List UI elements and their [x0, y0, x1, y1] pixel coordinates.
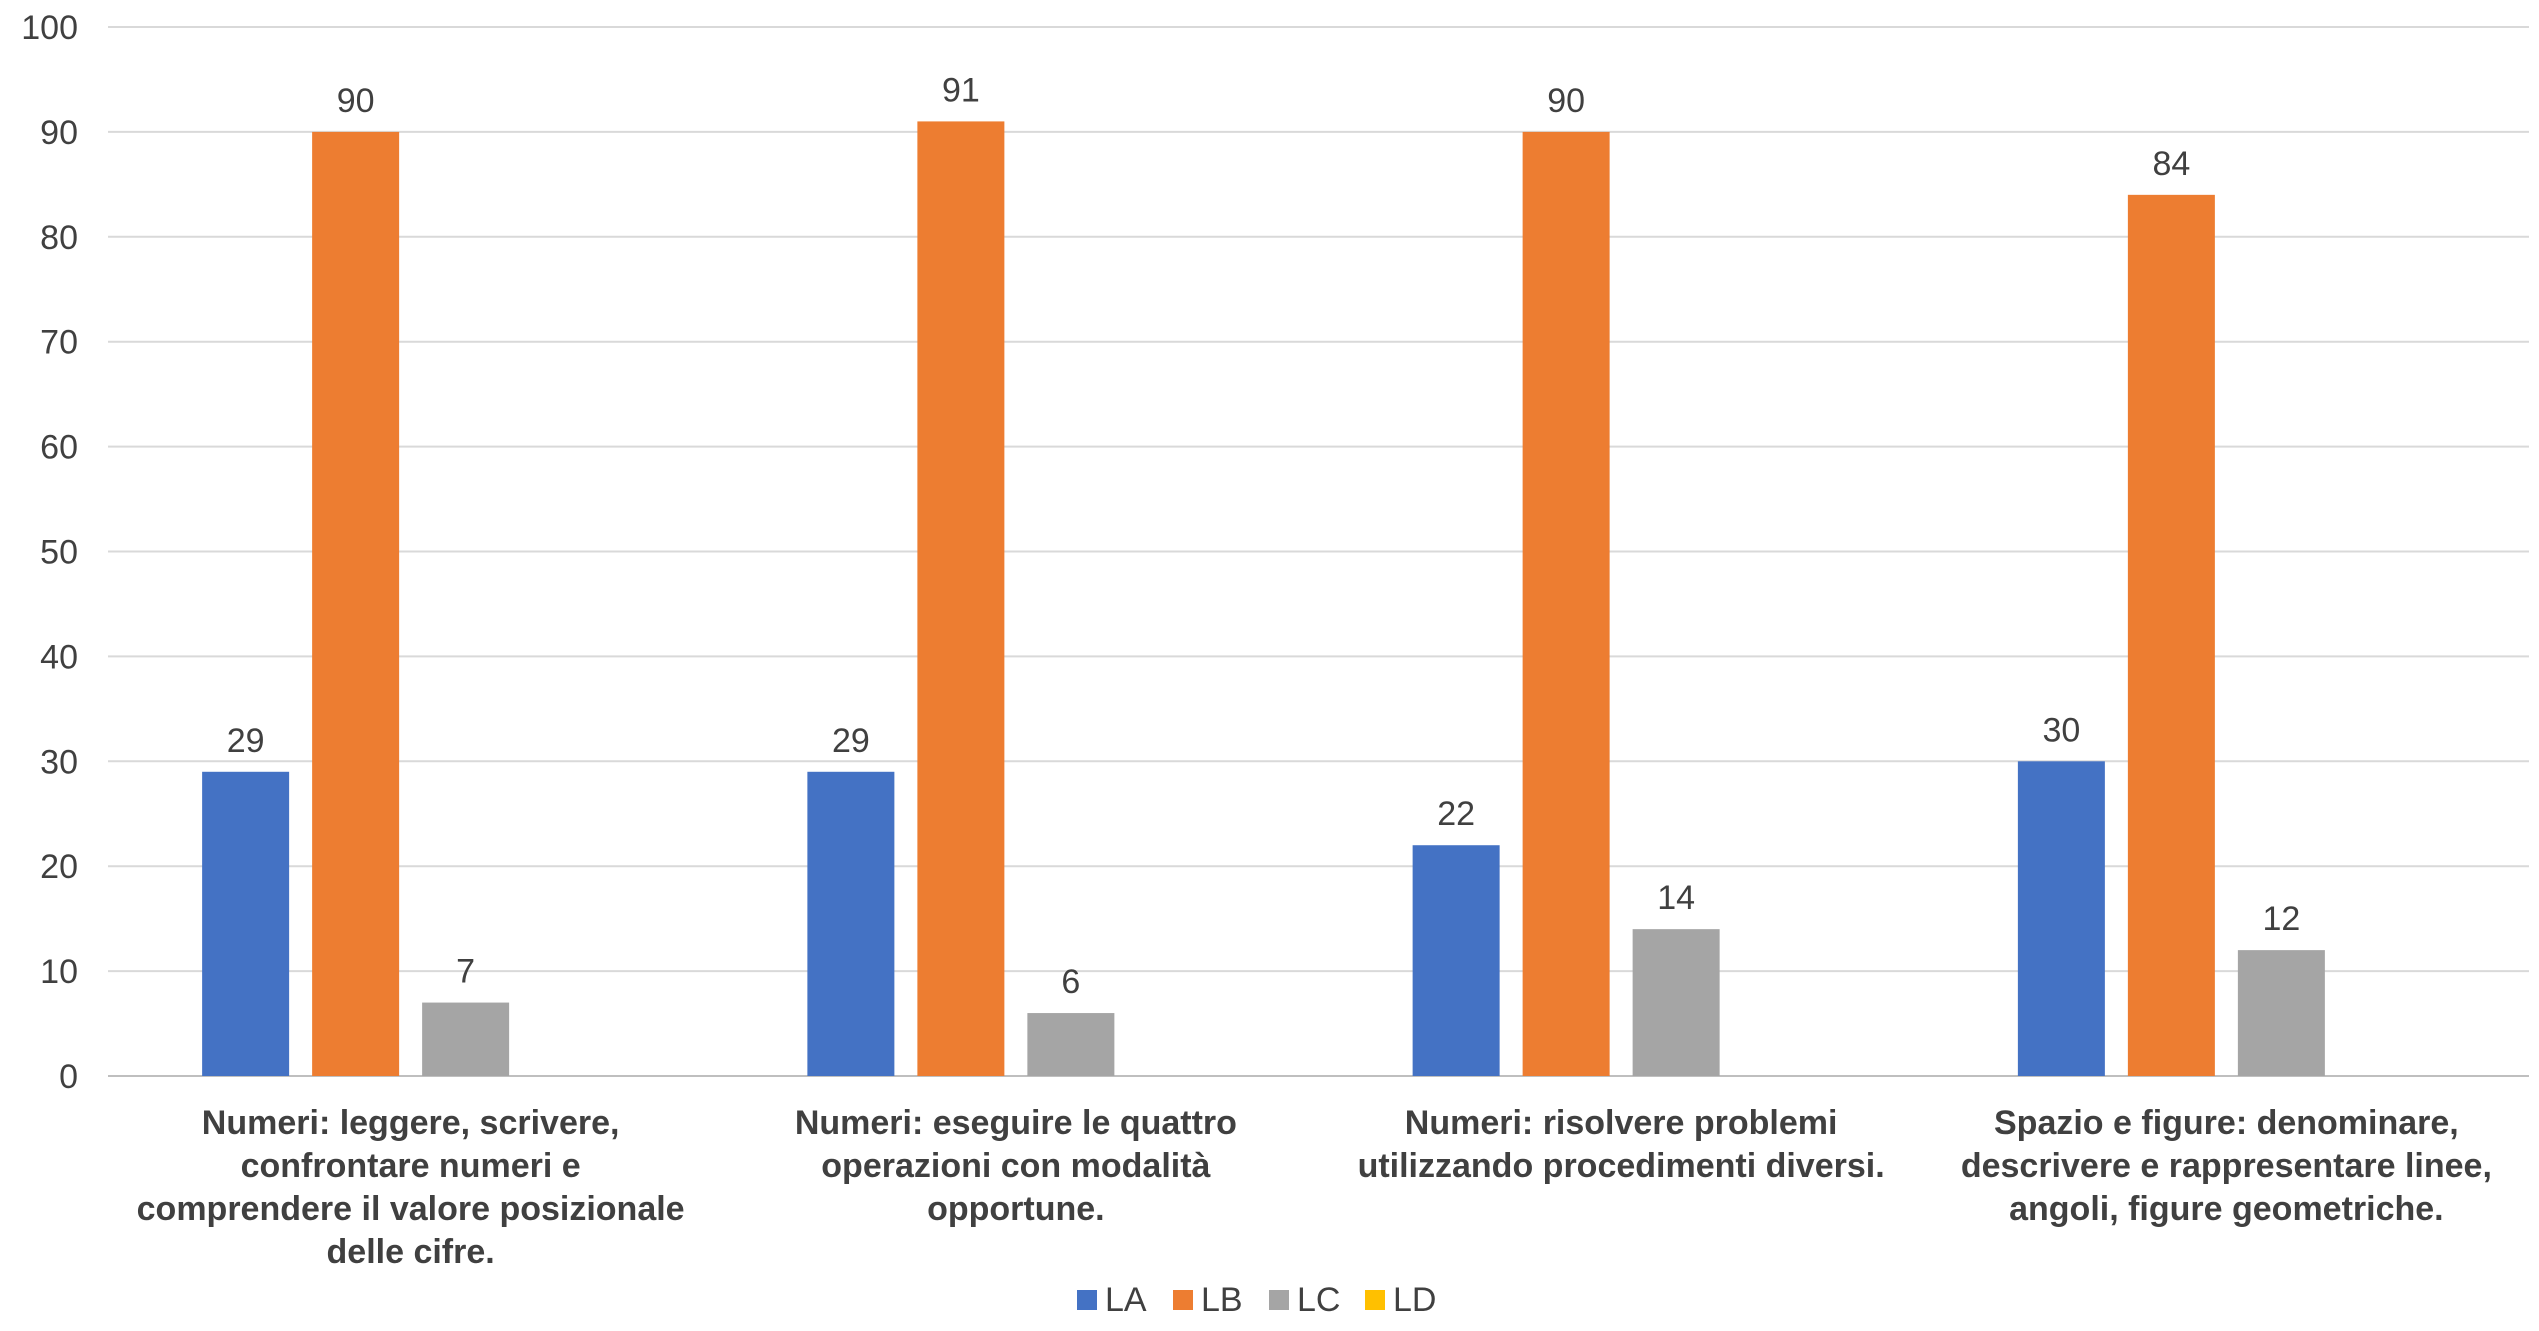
category-label-line: opportune. [927, 1190, 1105, 1228]
category-label-line: utilizzando procedimenti diversi. [1358, 1147, 1885, 1185]
data-label-la: 29 [832, 722, 870, 760]
bar-lb[interactable] [312, 131, 400, 1076]
category-label: Spazio e figure: denominare, descrivere e… [1961, 1104, 2492, 1228]
category-label-line: angoli, figure geometriche. [2009, 1190, 2444, 1228]
legend-label-ld[interactable]: LD [1393, 1281, 1436, 1319]
y-tick-label: 20 [40, 848, 78, 886]
category-label-line: comprendere il valore posizionale [137, 1190, 685, 1228]
y-tick-label: 70 [40, 324, 78, 362]
category-label-line: Spazio e figure: denominare, [1994, 1104, 2459, 1142]
category-label-line: Numeri: leggere, scrivere, [202, 1104, 620, 1142]
data-label-lc: 14 [1657, 879, 1695, 917]
bar-lc[interactable] [1027, 1013, 1115, 1076]
legend-swatch-ld[interactable] [1365, 1290, 1385, 1310]
category-label: Numeri: leggere, scrivere, confrontare nu… [137, 1104, 685, 1271]
category-label-line: Numeri: eseguire le quattro [795, 1104, 1237, 1142]
data-label-lb: 91 [942, 71, 980, 109]
legend-label-la[interactable]: LA [1105, 1281, 1147, 1319]
legend-swatch-la[interactable] [1077, 1290, 1097, 1310]
data-label-lc: 7 [456, 953, 475, 991]
data-label-la: 30 [2042, 711, 2080, 749]
category-label-line: confrontare numeri e [241, 1147, 581, 1185]
bar-lb[interactable] [2127, 194, 2215, 1077]
legend-swatch-lc[interactable] [1269, 1290, 1289, 1310]
data-label-lb: 90 [337, 82, 375, 120]
legend-label-lc[interactable]: LC [1297, 1281, 1340, 1319]
data-label-lb: 90 [1547, 82, 1585, 120]
category-label-line: descrivere e rappresentare linee, [1961, 1147, 2492, 1185]
y-tick-label: 10 [40, 953, 78, 991]
category-label-line: operazioni con modalità [821, 1147, 1210, 1185]
category-label: Numeri: eseguire le quattro operazioni co… [795, 1104, 1237, 1228]
y-tick-label: 100 [21, 9, 78, 47]
y-tick-label: 30 [40, 743, 78, 781]
bar-lb[interactable] [1522, 131, 1610, 1076]
y-tick-label: 40 [40, 638, 78, 676]
bar-lc[interactable] [1632, 929, 1720, 1076]
y-tick-label: 50 [40, 534, 78, 572]
y-tick-label: 90 [40, 114, 78, 152]
data-label-la: 29 [227, 722, 265, 760]
category-label: Numeri: risolvere problemi utilizzando pr… [1358, 1104, 1885, 1185]
data-label-lc: 6 [1061, 963, 1080, 1001]
data-label-la: 22 [1437, 795, 1475, 833]
bar-la[interactable] [2017, 761, 2105, 1076]
bar-la[interactable] [807, 771, 895, 1076]
legend-label-lb[interactable]: LB [1201, 1281, 1243, 1319]
y-tick-label: 80 [40, 219, 78, 257]
y-tick-label: 0 [59, 1058, 78, 1096]
legend-swatch-lb[interactable] [1173, 1290, 1193, 1310]
bar-la[interactable] [202, 771, 290, 1076]
category-label-line: delle cifre. [327, 1233, 495, 1271]
category-label-line: Numeri: risolvere problemi [1405, 1104, 1838, 1142]
data-label-lb: 84 [2152, 145, 2190, 183]
bar-la[interactable] [1412, 845, 1500, 1076]
data-label-lc: 12 [2262, 900, 2300, 938]
bar-lb[interactable] [917, 121, 1005, 1076]
bar-lc[interactable] [2237, 950, 2325, 1076]
bar-lc[interactable] [422, 1002, 510, 1076]
y-tick-label: 60 [40, 429, 78, 467]
